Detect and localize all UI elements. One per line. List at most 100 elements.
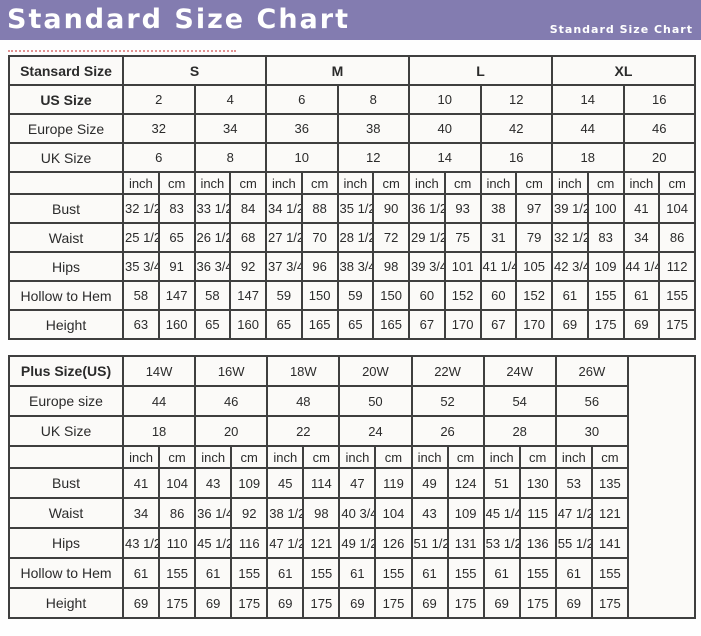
value-cell: 115 [518, 497, 557, 529]
value-cell: 50 [338, 385, 413, 417]
value-cell: 69 [194, 587, 233, 619]
value-cell: 131 [446, 527, 485, 559]
value-cell: 38 1/2 [266, 497, 305, 529]
value-cell: 119 [374, 467, 413, 499]
value-cell: 32 [122, 113, 196, 144]
value-cell: 8 [336, 84, 410, 115]
value-cell: 44 1/4 [622, 251, 661, 282]
value-cell: 24 [338, 415, 413, 447]
value-cell: 72 [372, 222, 410, 253]
value-cell: 45 [266, 467, 305, 499]
value-cell: 12 [479, 84, 553, 115]
unit-cell: cm [230, 445, 269, 469]
value-cell: 59 [265, 280, 303, 311]
value-cell: 121 [302, 527, 341, 559]
value-cell: 41 1/4 [479, 251, 518, 282]
value-cell: 61 [338, 557, 377, 589]
unit-cell: cm [518, 445, 557, 469]
value-cell: 43 [194, 467, 233, 499]
standard-size-table: Stansard Size S M L XL US Size 2 4 6 8 10 12 14 16 Eur… [8, 55, 696, 340]
value-cell: 41 [121, 467, 161, 499]
row-label-cell: Height [8, 587, 124, 619]
value-cell: 24W [482, 355, 557, 387]
value-cell: 53 [554, 467, 593, 499]
value-cell: M [265, 55, 410, 86]
value-cell: 65 [265, 309, 303, 340]
value-cell: 36 [265, 113, 339, 144]
value-cell: 155 [302, 557, 341, 589]
value-cell: 27 1/2 [265, 222, 303, 253]
value-cell: 22W [410, 355, 485, 387]
value-cell: 147 [229, 280, 267, 311]
value-cell: 83 [157, 193, 196, 224]
unit-cell: cm [300, 171, 339, 195]
value-cell: 45 1/4 [482, 497, 521, 529]
value-cell: 61 [482, 557, 521, 589]
value-cell: 136 [518, 527, 557, 559]
value-cell: 16 [479, 142, 553, 173]
row-label-cell: Plus Size(US) [8, 355, 124, 387]
value-cell: 61 [622, 280, 661, 311]
value-cell: 155 [374, 557, 413, 589]
value-cell: 93 [443, 193, 482, 224]
value-cell: 175 [374, 587, 413, 619]
unit-cell: inch [121, 445, 161, 469]
standard-size-table-container: Stansard Size S M L XL US Size 2 4 6 8 10 12 14 16 Eur… [8, 55, 701, 340]
value-cell: 45 1/2 [194, 527, 233, 559]
value-cell: 18W [266, 355, 341, 387]
value-cell: 58 [122, 280, 160, 311]
value-cell: 49 1/2 [338, 527, 377, 559]
row-label-cell: Hips [8, 251, 124, 282]
value-cell: 155 [158, 557, 197, 589]
value-cell: 112 [658, 251, 696, 282]
value-cell: 39 3/4 [408, 251, 446, 282]
value-cell: 175 [230, 587, 269, 619]
value-cell: 175 [590, 587, 630, 619]
unit-cell: inch [551, 171, 589, 195]
unit-cell: inch [336, 171, 375, 195]
red-dotted-line [8, 50, 236, 52]
row-label-cell [8, 171, 124, 195]
value-cell: 165 [300, 309, 339, 340]
value-cell: 51 [482, 467, 521, 499]
value-cell: 75 [443, 222, 482, 253]
value-cell: 116 [230, 527, 269, 559]
value-cell: 104 [158, 467, 197, 499]
unit-cell: inch [410, 445, 449, 469]
value-cell: 175 [446, 587, 485, 619]
unit-cell: cm [302, 445, 341, 469]
row-label-cell: Bust [8, 467, 124, 499]
value-cell: S [122, 55, 267, 86]
row-label-cell: UK Size [8, 142, 124, 173]
unit-cell: inch [479, 171, 518, 195]
value-cell: 109 [586, 251, 625, 282]
empty-cell [627, 355, 696, 619]
value-cell: 147 [157, 280, 196, 311]
value-cell: 55 1/2 [554, 527, 593, 559]
unit-cell: cm [446, 445, 485, 469]
value-cell: 175 [518, 587, 557, 619]
value-cell: 65 [336, 309, 375, 340]
value-cell: 41 [622, 193, 661, 224]
value-cell: 65 [193, 309, 232, 340]
value-cell: 86 [658, 222, 696, 253]
value-cell: 20W [338, 355, 413, 387]
value-cell: 155 [586, 280, 625, 311]
value-cell: 31 [479, 222, 518, 253]
value-cell: 175 [302, 587, 341, 619]
value-cell: 60 [479, 280, 518, 311]
value-cell: 37 3/4 [265, 251, 303, 282]
value-cell: 175 [158, 587, 197, 619]
unit-cell: cm [658, 171, 696, 195]
value-cell: 42 [479, 113, 553, 144]
unit-cell: inch [193, 171, 232, 195]
value-cell: 43 1/2 [121, 527, 161, 559]
value-cell: 40 [408, 113, 482, 144]
value-cell: 36 3/4 [193, 251, 232, 282]
value-cell: 101 [443, 251, 482, 282]
row-label-cell: Hollow to Hem [8, 557, 124, 589]
row-label-cell: Europe Size [8, 113, 124, 144]
value-cell: 61 [194, 557, 233, 589]
value-cell: 26 1/2 [193, 222, 232, 253]
